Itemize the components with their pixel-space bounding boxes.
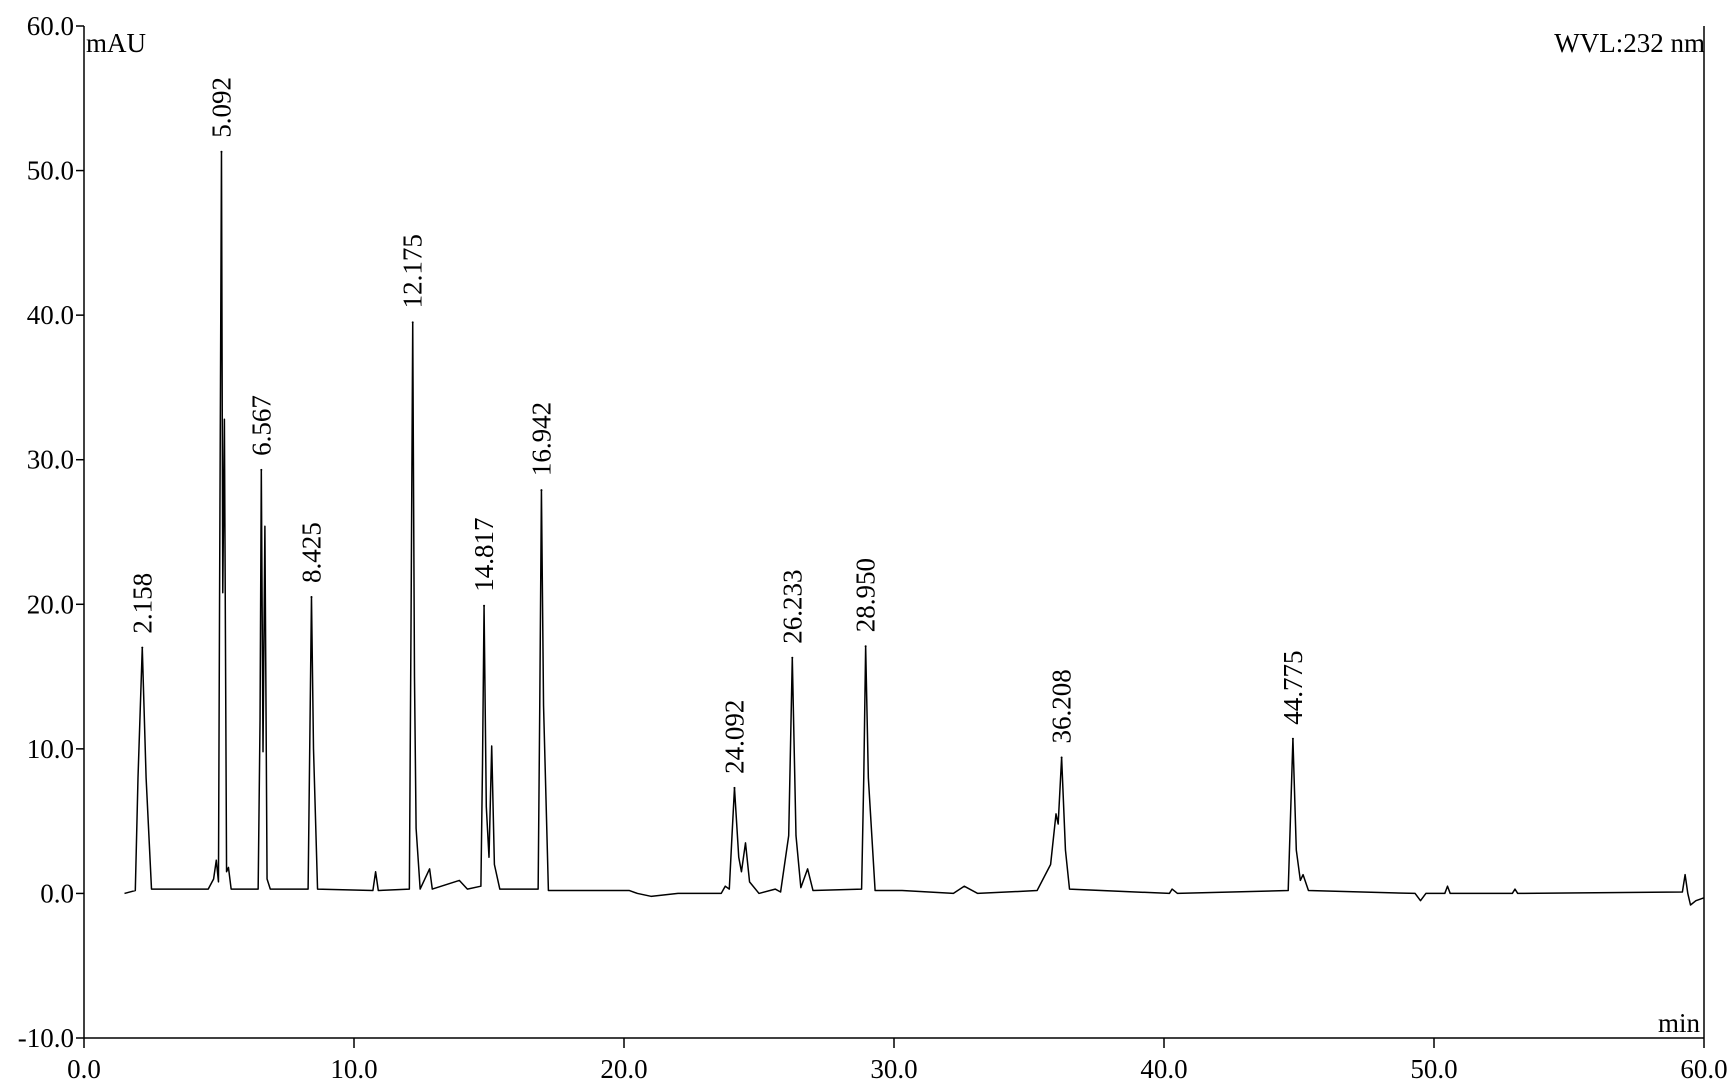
x-tick-label: 50.0 — [1410, 1054, 1457, 1084]
peak-apex — [260, 468, 263, 471]
x-tick-label: 20.0 — [600, 1054, 647, 1084]
peak-apex — [310, 596, 313, 599]
peak-label: 36.208 — [1047, 669, 1077, 743]
x-tick-label: 10.0 — [330, 1054, 377, 1084]
y-tick-label: 60.0 — [27, 11, 74, 41]
peak-label: 14.817 — [469, 517, 499, 591]
y-tick-label: -10.0 — [18, 1023, 74, 1053]
peak-apex — [733, 786, 736, 789]
peak-label: 44.775 — [1278, 650, 1308, 724]
peak-label: 8.425 — [296, 522, 326, 583]
peak-label: 12.175 — [398, 234, 428, 308]
trace — [124, 151, 1705, 906]
peak-label: 28.950 — [851, 558, 881, 632]
peak-apex — [1060, 756, 1063, 759]
wavelength-annotation: WVL:232 nm — [1554, 28, 1705, 58]
x-axis-label: min — [1658, 1008, 1701, 1038]
peak-apex — [141, 646, 144, 649]
peak-apex — [540, 489, 543, 492]
y-tick-label: 40.0 — [27, 300, 74, 330]
peak-label: 2.158 — [127, 573, 157, 634]
peak-label: 5.092 — [206, 77, 236, 138]
peak-apex — [483, 604, 486, 607]
y-tick-label: 50.0 — [27, 156, 74, 186]
peak-label: 24.092 — [719, 700, 749, 774]
peak-apex — [864, 645, 867, 648]
peak-apex — [220, 150, 223, 153]
peak-apex — [791, 656, 794, 659]
peak-label: 26.233 — [777, 570, 807, 644]
y-tick-label: 0.0 — [40, 878, 74, 908]
y-tick-label: 20.0 — [27, 589, 74, 619]
y-tick-label: 10.0 — [27, 734, 74, 764]
x-tick-label: 30.0 — [870, 1054, 917, 1084]
x-tick-label: 0.0 — [67, 1054, 101, 1084]
peak-apex — [1291, 737, 1294, 740]
x-tick-label: 60.0 — [1680, 1054, 1727, 1084]
y-tick-label: 30.0 — [27, 445, 74, 475]
x-tick-label: 40.0 — [1140, 1054, 1187, 1084]
peak-label: 6.567 — [246, 395, 276, 456]
y-axis-label: mAU — [86, 28, 146, 58]
peak-apex — [411, 321, 414, 324]
peak-label: 16.942 — [526, 402, 556, 476]
